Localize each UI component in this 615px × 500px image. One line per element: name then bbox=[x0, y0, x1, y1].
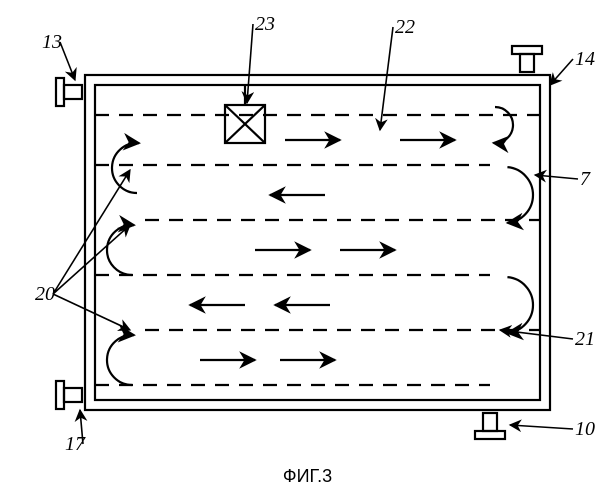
callout-label: 21 bbox=[575, 328, 595, 350]
callout-label: 10 bbox=[575, 418, 595, 440]
callout-label: 22 bbox=[395, 16, 415, 38]
callout-label: 23 bbox=[255, 13, 275, 35]
callout-label: 17 bbox=[65, 433, 86, 455]
callout-label: 7 bbox=[580, 168, 591, 190]
callout-label: 14 bbox=[575, 48, 595, 70]
callout-label: 13 bbox=[42, 31, 62, 53]
figure-caption: ФИГ.3 bbox=[283, 466, 332, 486]
callout-label: 20 bbox=[35, 283, 55, 305]
